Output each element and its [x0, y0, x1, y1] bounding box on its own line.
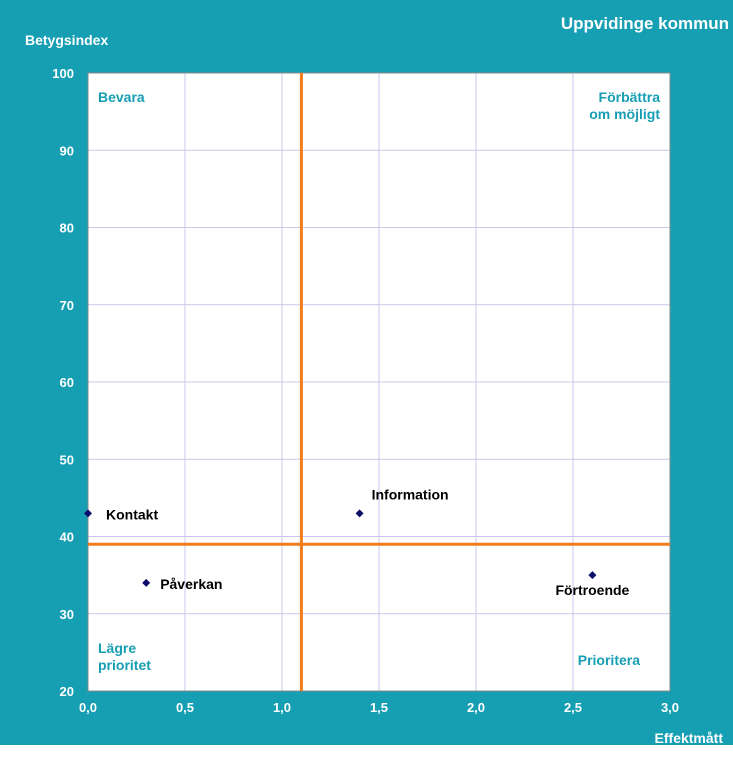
- quadrant-label-lagre-line2: prioritet: [98, 657, 151, 673]
- chart-title: Uppvidinge kommun: [560, 14, 729, 33]
- y-tick-label: 70: [60, 298, 74, 313]
- data-point-marker: [355, 509, 364, 518]
- data-point-marker: [588, 571, 597, 580]
- y-tick-label: 60: [60, 375, 74, 390]
- data-point-marker: [142, 578, 151, 587]
- x-tick-label: 0,5: [176, 700, 194, 715]
- x-tick-label: 2,0: [467, 700, 485, 715]
- y-tick-label: 20: [60, 684, 74, 699]
- data-point-label: Påverkan: [160, 576, 222, 592]
- y-tick-label: 30: [60, 607, 74, 622]
- y-tick-label: 50: [60, 452, 74, 467]
- y-tick-label: 80: [60, 221, 74, 236]
- quadrant-label-forbattra-line2: om möjligt: [589, 106, 660, 122]
- quadrant-label-forbattra-line1: Förbättra: [598, 89, 660, 105]
- quadrant-label-prioritera: Prioritera: [577, 652, 640, 668]
- y-tick-label: 40: [60, 530, 74, 545]
- quadrant-label-bevara: Bevara: [98, 89, 145, 105]
- data-point-label: Information: [372, 486, 449, 502]
- data-point-label: Förtroende: [555, 582, 629, 598]
- y-tick-label: 100: [52, 66, 74, 81]
- x-tick-label: 2,5: [564, 700, 582, 715]
- y-tick-label: 90: [60, 143, 74, 158]
- x-tick-label: 0,0: [79, 700, 97, 715]
- x-tick-label: 3,0: [661, 700, 679, 715]
- quadrant-label-lagre-prioritet: Lägre prioritet: [98, 640, 151, 674]
- data-point-marker: [84, 509, 92, 518]
- x-tick-label: 1,5: [370, 700, 388, 715]
- data-point-label: Kontakt: [106, 506, 158, 522]
- x-tick-label: 1,0: [273, 700, 291, 715]
- x-axis-label: Effektmått: [654, 730, 723, 746]
- y-axis-label: Betygsindex: [25, 32, 109, 48]
- quadrant-label-forbattra: Förbättra om möjligt: [560, 89, 660, 123]
- plot-border: [87, 72, 671, 692]
- quadrant-label-lagre-line1: Lägre: [98, 640, 137, 656]
